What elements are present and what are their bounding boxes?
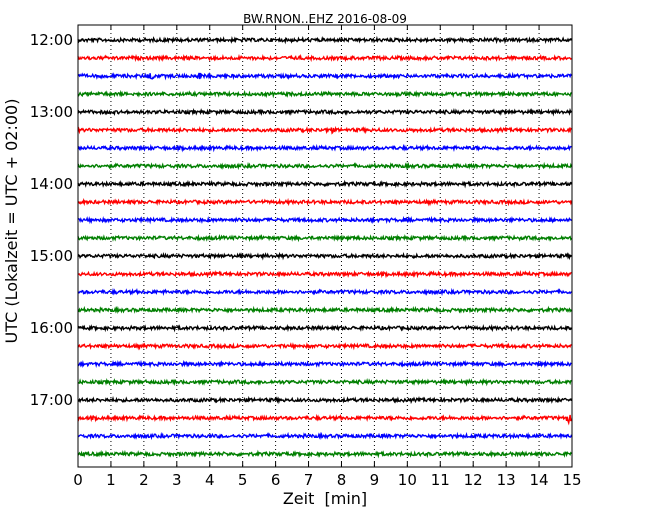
x-tick-label-8: 8 [337, 471, 347, 489]
y-axis-label: UTC (Lokalzeit = UTC + 02:00) [2, 99, 21, 344]
trace-1630 [77, 359, 572, 369]
x-tick-label-14: 14 [530, 471, 549, 489]
trace-1300 [77, 107, 573, 117]
x-tick-label-7: 7 [304, 471, 314, 489]
y-tick-label-17:00: 17:00 [30, 391, 73, 409]
trace-1615 [77, 342, 572, 351]
x-tick-label-5: 5 [238, 471, 248, 489]
trace-1545 [77, 305, 573, 315]
trace-1230 [77, 71, 573, 81]
grid-layer [110, 25, 540, 467]
x-tick-label-15: 15 [562, 471, 581, 489]
trace-1445 [77, 233, 573, 243]
x-tick-label-9: 9 [370, 471, 380, 489]
x-axis-label: Zeit [min] [283, 489, 367, 508]
trace-1515 [77, 269, 572, 279]
y-tick-label-15:00: 15:00 [30, 247, 73, 265]
x-tick-label-4: 4 [205, 471, 215, 489]
trace-1330 [77, 143, 572, 153]
x-tick-label-2: 2 [139, 471, 149, 489]
y-tick-label-13:00: 13:00 [30, 103, 73, 121]
x-tick-label-1: 1 [106, 471, 116, 489]
y-tick-label-12:00: 12:00 [30, 31, 73, 49]
trace-1245 [77, 89, 572, 99]
x-tick-label-11: 11 [431, 471, 450, 489]
x-tick-label-0: 0 [73, 471, 83, 489]
trace-1600 [77, 323, 572, 333]
x-tick-label-3: 3 [172, 471, 182, 489]
trace-1400 [77, 179, 573, 189]
plot-frame [77, 24, 573, 468]
trace-1345 [77, 161, 573, 171]
tick-layer: 0 1 2 3 4 5 6 7 8 9 10 11 12 13 14 1512:0013:0014:0015:… [30, 25, 582, 489]
y-tick-label-16:00: 16:00 [30, 319, 73, 337]
y-tick-label-14:00: 14:00 [30, 175, 73, 193]
trace-1530 [77, 287, 573, 297]
trace-1500 [77, 251, 573, 261]
x-tick-label-10: 10 [398, 471, 417, 489]
trace-1645 [77, 377, 572, 387]
trace-1215 [77, 53, 572, 63]
x-tick-label-6: 6 [271, 471, 281, 489]
trace-1415 [78, 197, 573, 207]
x-tick-label-13: 13 [497, 471, 516, 489]
trace-1315 [77, 125, 573, 135]
trace-layer [77, 35, 573, 459]
trace-1700 [77, 395, 573, 405]
chart-title: BW.RNON..EHZ 2016-08-09 [243, 12, 407, 26]
x-tick-label-12: 12 [464, 471, 483, 489]
trace-1430 [77, 215, 573, 225]
trace-1730 [77, 431, 573, 441]
trace-1200 [77, 35, 573, 45]
trace-1745 [77, 449, 573, 459]
trace-1715 [77, 413, 573, 426]
